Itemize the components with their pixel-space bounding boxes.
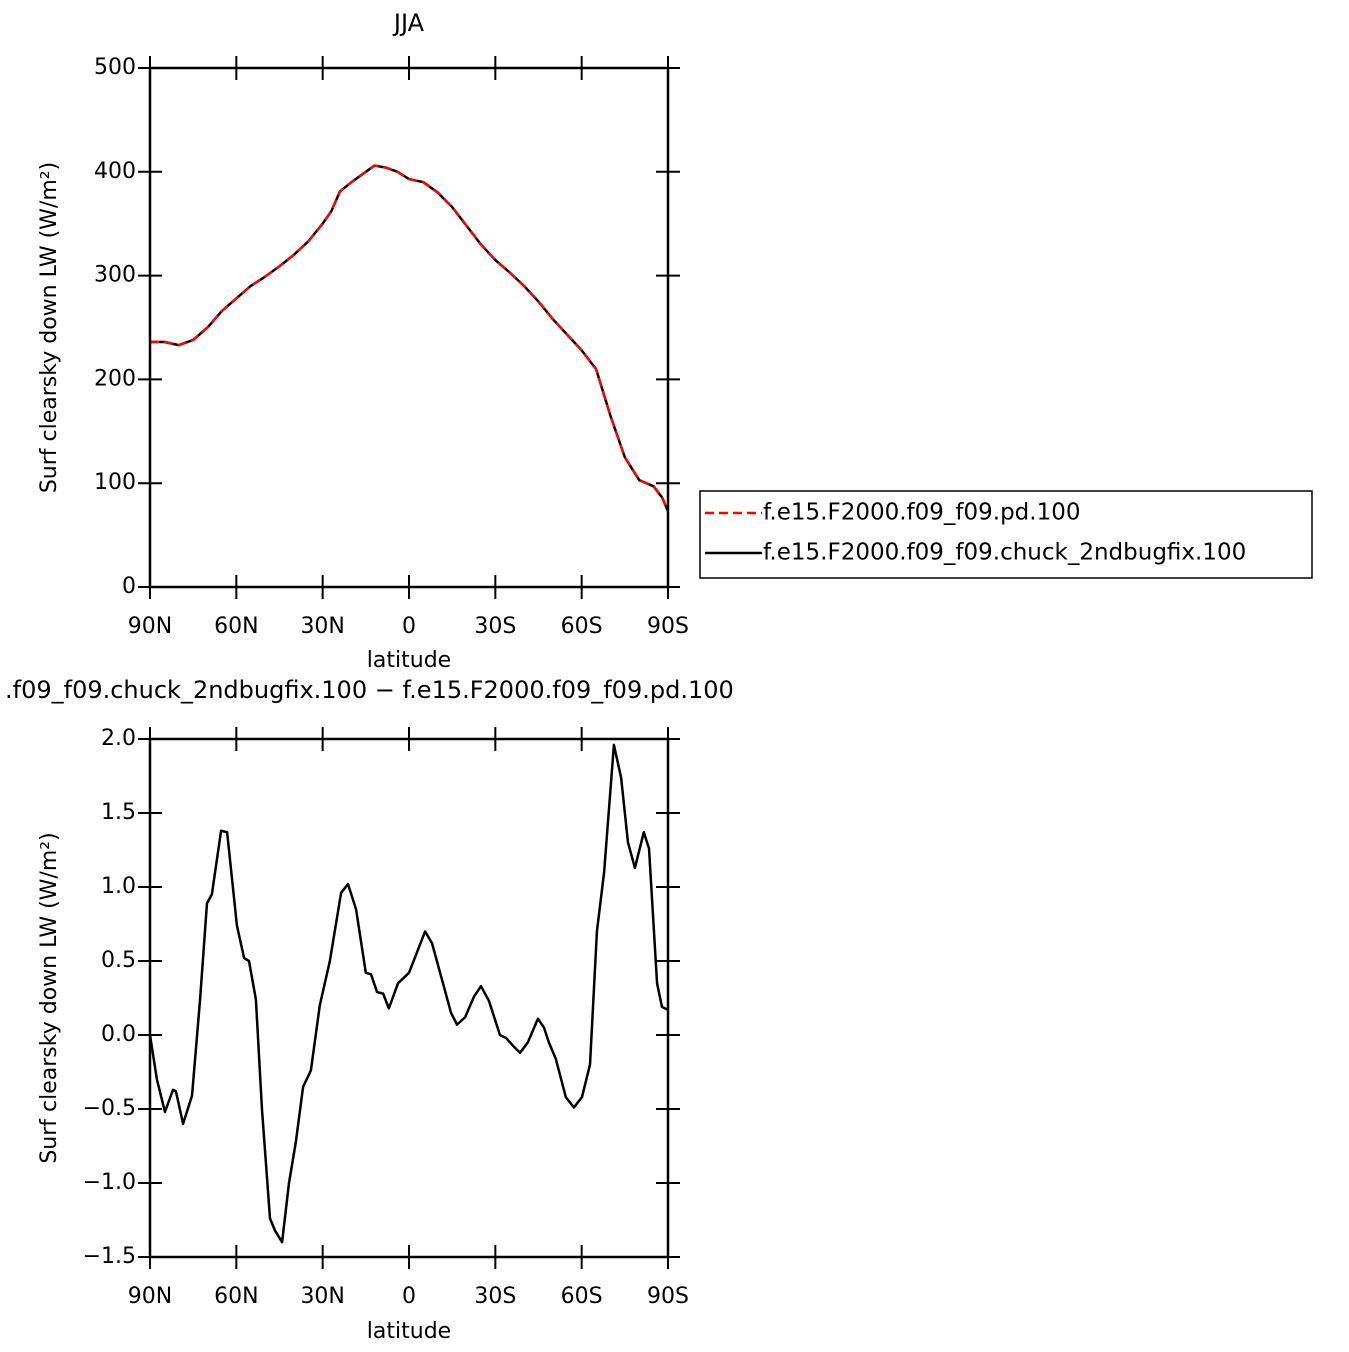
plot-frame bbox=[148, 737, 670, 1259]
legend: f.e15.F2000.f09_f09.pd.100 f.e15.F2000.f0… bbox=[699, 490, 1313, 579]
data-line bbox=[150, 164, 670, 512]
legend-label: f.e15.F2000.f09_f09.pd.100 bbox=[763, 500, 1081, 526]
y-tick-label: 0.5 bbox=[101, 948, 136, 973]
data-line bbox=[148, 743, 669, 1244]
legend-label: f.e15.F2000.f09_f09.chuck_2ndbugfix.100 bbox=[763, 540, 1246, 566]
y-tick-label: 0.0 bbox=[101, 1022, 136, 1047]
y-tick-label: 1.5 bbox=[101, 800, 136, 825]
y-axis-label: Surf clearsky down LW (W/m²) bbox=[37, 162, 62, 493]
y-tick-label: −1.5 bbox=[83, 1244, 136, 1269]
x-tick-label: 30S bbox=[474, 614, 516, 639]
x-tick-label: 30N bbox=[300, 1284, 344, 1309]
x-axis-label: latitude bbox=[367, 648, 451, 673]
y-tick-label: 300 bbox=[94, 263, 136, 288]
plot-frame bbox=[148, 66, 670, 589]
chart-title: .f09_f09.chuck_2ndbugfix.100 − f.e15.F20… bbox=[5, 676, 734, 704]
x-tick-label: 90N bbox=[128, 614, 172, 639]
x-tick-label: 60S bbox=[561, 614, 603, 639]
legend-box bbox=[699, 490, 1313, 579]
x-tick-label: 60S bbox=[561, 1284, 603, 1309]
x-tick-label: 60N bbox=[214, 1284, 258, 1309]
x-tick-label: 30S bbox=[474, 1284, 516, 1309]
y-tick-label: 400 bbox=[94, 159, 136, 184]
x-tick-label: 90S bbox=[647, 1284, 689, 1309]
chart-title: JJA bbox=[392, 9, 425, 37]
y-tick-label: −1.0 bbox=[83, 1170, 136, 1195]
x-axis-label: latitude bbox=[367, 1319, 451, 1344]
x-tick-label: 90N bbox=[128, 1284, 172, 1309]
y-tick-label: 100 bbox=[94, 470, 136, 495]
x-tick-label: 60N bbox=[214, 614, 258, 639]
data-line bbox=[150, 164, 670, 512]
x-tick-label: 0 bbox=[402, 1284, 416, 1309]
y-tick-label: 1.0 bbox=[101, 874, 136, 899]
x-tick-label: 0 bbox=[402, 614, 416, 639]
y-tick-label: 500 bbox=[94, 55, 136, 80]
y-axis-label: Surf clearsky down LW (W/m²) bbox=[37, 832, 62, 1163]
y-tick-label: −0.5 bbox=[83, 1096, 136, 1121]
y-tick-label: 0 bbox=[122, 574, 136, 599]
x-tick-label: 90S bbox=[647, 614, 689, 639]
y-tick-label: 2.0 bbox=[101, 726, 136, 751]
x-tick-label: 30N bbox=[300, 614, 344, 639]
y-tick-label: 200 bbox=[94, 366, 136, 391]
